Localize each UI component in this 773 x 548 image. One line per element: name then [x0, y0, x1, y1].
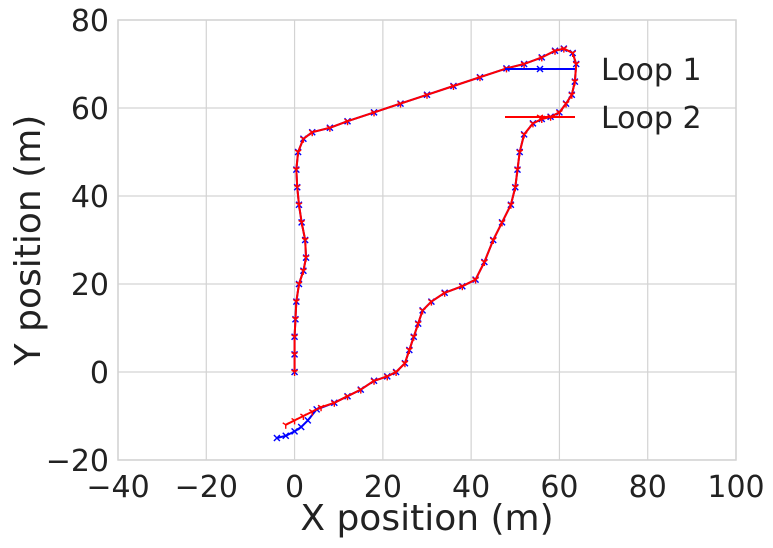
series-2-point: [472, 277, 479, 284]
y-tick-label: −20: [46, 444, 109, 479]
series-2-point: [300, 268, 307, 275]
series-2-point: [308, 409, 316, 416]
series-2-point: [302, 255, 310, 262]
series-2-point: [293, 184, 301, 192]
series-2-point: [405, 347, 413, 354]
series-2-point: [326, 125, 334, 132]
plot-frame: [117, 19, 737, 461]
plot-background: [118, 20, 736, 460]
series-2-point: [458, 283, 466, 291]
series-2-point: [507, 202, 515, 209]
legend-label-loop-2: Loop 2: [601, 101, 702, 136]
series-2-point: [529, 120, 537, 128]
series-2-point: [476, 74, 484, 82]
series-2-point: [514, 167, 521, 174]
series-1-point: [304, 416, 312, 424]
series-2-point: [291, 334, 298, 341]
y-tick-label: 80: [71, 4, 109, 39]
x-tick-label: 100: [707, 470, 764, 505]
x-tick-labels: −40 −20 0 20 40 60 80 100: [86, 470, 764, 505]
series-2-point: [292, 299, 300, 306]
y-tick-label: 60: [71, 92, 109, 127]
x-tick-label: 80: [629, 470, 667, 505]
legend-marker-point-2: [536, 114, 544, 121]
y-tick-label: 20: [71, 268, 109, 303]
series-2-point: [560, 46, 568, 53]
legend: Loop 1 Loop 2: [505, 53, 702, 136]
series-2-point: [401, 360, 409, 368]
x-tick-label: −40: [86, 470, 149, 505]
series-2-point: [450, 83, 457, 90]
series-2: [282, 46, 580, 429]
series-2-point: [562, 101, 570, 108]
series-2-point: [357, 387, 365, 394]
series-2-point: [298, 219, 306, 227]
series-2-point: [551, 48, 559, 55]
series-2-point: [414, 321, 422, 328]
series-2-point: [572, 61, 580, 68]
series-2-point: [344, 118, 351, 126]
series-2-point: [556, 109, 563, 117]
series-2-point: [489, 237, 497, 244]
series-1-point: [291, 427, 299, 435]
series-2-point: [498, 219, 506, 227]
series-1-point: [282, 432, 290, 440]
series-2-point: [295, 202, 303, 209]
series-2-point: [428, 299, 435, 306]
series-2-point: [295, 281, 303, 288]
x-tick-label: 40: [452, 470, 490, 505]
series-2-point: [419, 307, 426, 315]
series-2-point: [383, 373, 391, 381]
series-2-point: [282, 422, 290, 429]
series-2-point: [330, 400, 338, 407]
series-2-point: [511, 184, 519, 192]
series-2-point: [516, 149, 524, 156]
x-tick-label: −20: [175, 470, 238, 505]
series-2-point: [370, 378, 378, 385]
series-2-point: [423, 92, 431, 99]
series-2-point: [291, 351, 298, 359]
y-axis-title: Y position (m): [8, 115, 49, 367]
series-2-point: [568, 92, 576, 99]
legend-marker-point-1: [536, 65, 544, 73]
legend-label-loop-1: Loop 1: [601, 53, 702, 88]
series-1-point: [297, 423, 305, 431]
series-2-point: [410, 334, 418, 341]
y-tick-label: 0: [90, 356, 109, 391]
series-2-point: [301, 237, 309, 244]
series-2-point: [308, 129, 316, 137]
y-tick-labels: −20 0 20 40 60 80: [46, 4, 109, 479]
x-axis-title: X position (m): [300, 498, 553, 539]
legend-marker-loop-2: [536, 114, 544, 121]
series-1-point: [273, 434, 281, 442]
series-2-point: [300, 136, 307, 143]
x-tick-label: 20: [364, 470, 402, 505]
series-layer: [273, 45, 580, 442]
series-2-point: [294, 149, 302, 156]
series-2-point: [317, 404, 325, 412]
series-2-point: [441, 290, 449, 297]
series-2-point: [569, 50, 577, 57]
series-2-point: [344, 393, 351, 401]
series-2-point: [538, 54, 546, 62]
series-2-point: [300, 413, 307, 420]
legend-marker-loop-1: [536, 65, 544, 73]
series-2-point: [291, 369, 298, 376]
series-2-point: [571, 79, 579, 86]
series-2-point: [292, 167, 300, 174]
x-tick-label: 60: [540, 470, 578, 505]
series-2-point: [397, 101, 404, 108]
series-2-point: [392, 369, 400, 376]
series-2-point: [520, 61, 528, 68]
x-tick-label: 0: [285, 470, 304, 505]
series-2-point: [480, 259, 488, 266]
series-2-point: [292, 316, 299, 324]
y-tick-label: 40: [71, 180, 109, 215]
series-2-point: [291, 417, 298, 425]
series-2-point: [520, 131, 528, 139]
series-2-point: [370, 109, 378, 117]
